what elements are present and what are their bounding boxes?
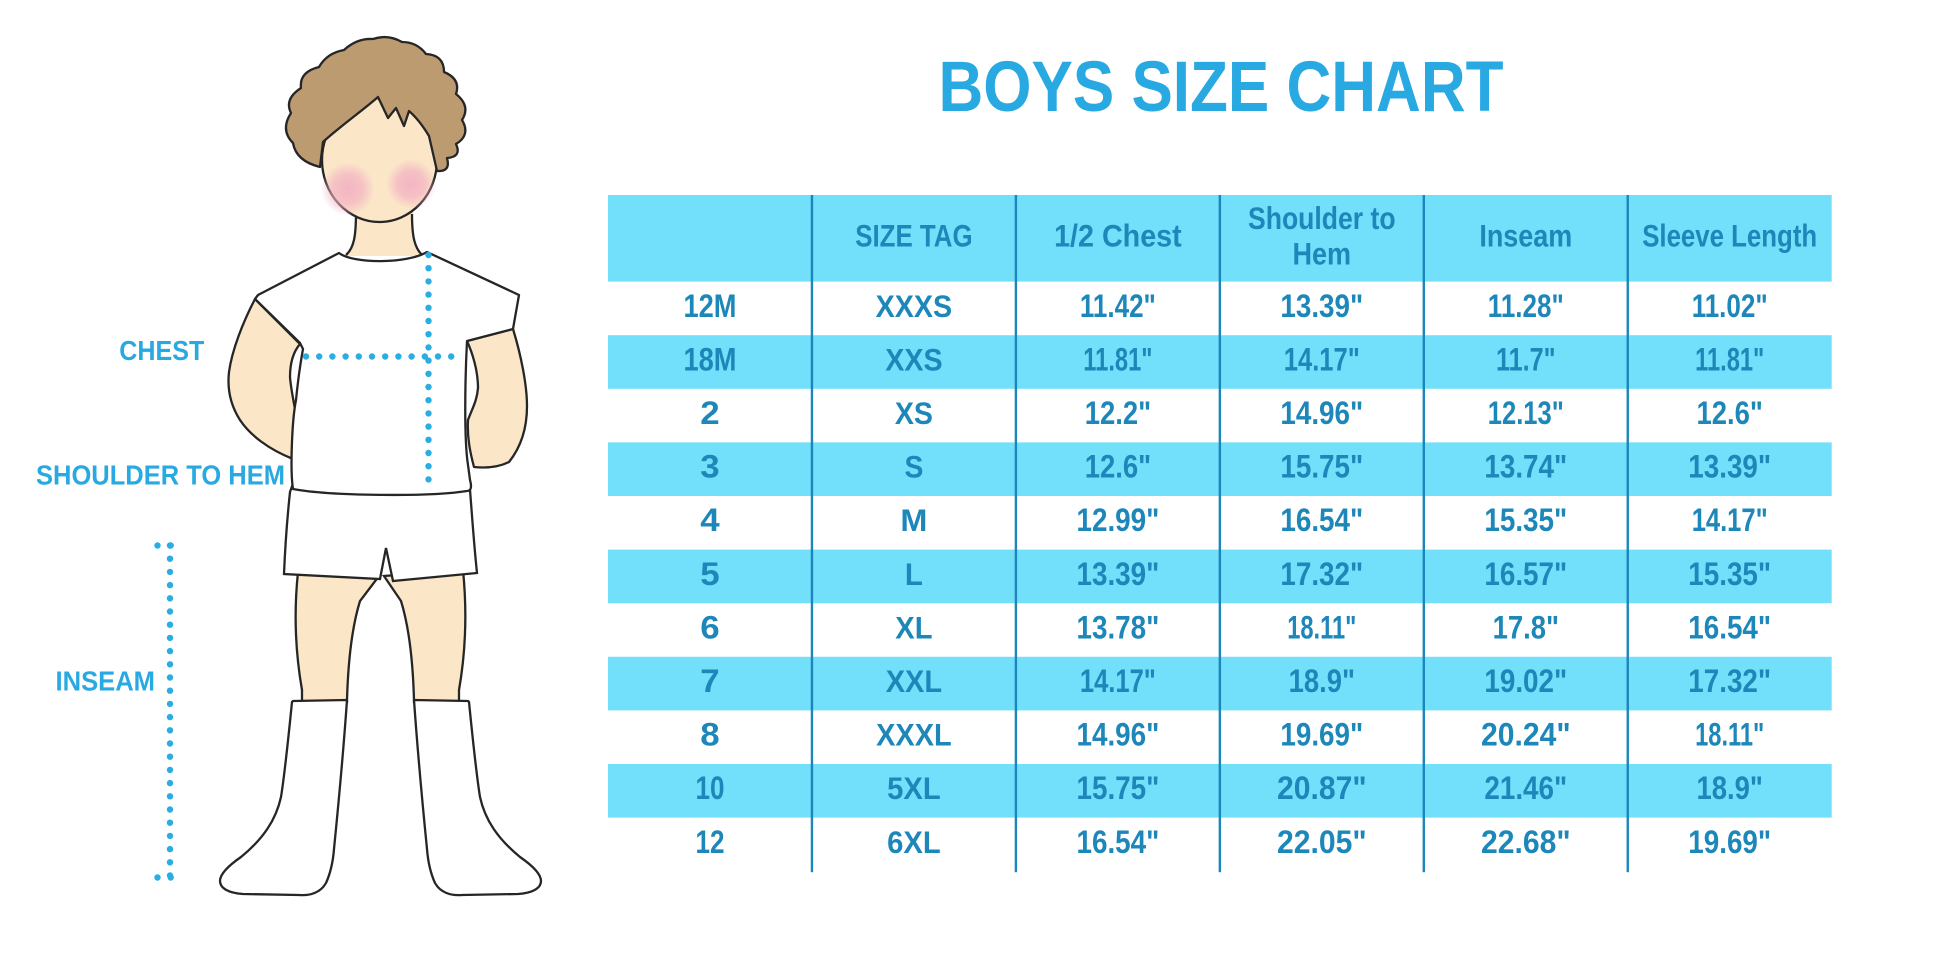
svg-text:XXS: XXS xyxy=(885,342,942,377)
svg-text:XXXL: XXXL xyxy=(876,718,952,753)
svg-text:12.13": 12.13" xyxy=(1488,395,1564,431)
svg-text:22.68": 22.68" xyxy=(1481,824,1571,860)
svg-text:15.75": 15.75" xyxy=(1077,770,1160,806)
svg-text:13.39": 13.39" xyxy=(1688,449,1771,485)
svg-text:Sleeve Length: Sleeve Length xyxy=(1642,218,1817,254)
svg-text:XL: XL xyxy=(895,610,932,645)
svg-text:Hem: Hem xyxy=(1293,236,1352,272)
svg-text:18M: 18M xyxy=(684,341,737,377)
svg-text:12: 12 xyxy=(696,824,725,860)
svg-text:13.39": 13.39" xyxy=(1077,556,1160,592)
svg-text:11.42": 11.42" xyxy=(1080,288,1156,324)
svg-text:Shoulder to: Shoulder to xyxy=(1248,200,1396,236)
svg-text:L: L xyxy=(905,557,923,592)
svg-text:18.9": 18.9" xyxy=(1697,770,1763,806)
svg-text:11.28": 11.28" xyxy=(1488,288,1564,324)
svg-text:4: 4 xyxy=(700,502,720,538)
svg-text:2: 2 xyxy=(700,395,719,431)
svg-text:SHOULDER TO HEM: SHOULDER TO HEM xyxy=(36,459,285,490)
svg-text:3: 3 xyxy=(700,449,719,485)
svg-text:15.75": 15.75" xyxy=(1280,449,1363,485)
svg-text:6: 6 xyxy=(700,609,719,645)
svg-text:16.54": 16.54" xyxy=(1077,824,1160,860)
svg-text:18.9": 18.9" xyxy=(1289,663,1355,699)
svg-text:19.02": 19.02" xyxy=(1484,663,1567,699)
svg-text:XXL: XXL xyxy=(886,664,942,699)
svg-text:18.11": 18.11" xyxy=(1287,609,1356,645)
svg-text:14.96": 14.96" xyxy=(1280,395,1363,431)
svg-text:15.35": 15.35" xyxy=(1484,502,1567,538)
svg-text:15.35": 15.35" xyxy=(1688,556,1771,592)
svg-text:18.11": 18.11" xyxy=(1695,717,1764,753)
svg-text:22.05": 22.05" xyxy=(1277,824,1367,860)
svg-text:6XL: 6XL xyxy=(887,825,941,860)
svg-text:17.32": 17.32" xyxy=(1688,663,1771,699)
svg-text:CHEST: CHEST xyxy=(119,335,204,366)
svg-text:11.81": 11.81" xyxy=(1695,341,1764,377)
svg-text:12.2": 12.2" xyxy=(1085,395,1151,431)
svg-text:11.02": 11.02" xyxy=(1692,288,1768,324)
svg-text:17.32": 17.32" xyxy=(1280,556,1363,592)
svg-text:12.6": 12.6" xyxy=(1085,449,1151,485)
svg-text:7: 7 xyxy=(700,663,719,699)
svg-text:INSEAM: INSEAM xyxy=(56,666,156,697)
svg-text:10: 10 xyxy=(696,770,725,806)
svg-text:13.78": 13.78" xyxy=(1077,609,1160,645)
svg-text:11.81": 11.81" xyxy=(1083,341,1152,377)
svg-text:19.69": 19.69" xyxy=(1688,824,1771,860)
svg-text:16.57": 16.57" xyxy=(1484,556,1567,592)
svg-text:14.17": 14.17" xyxy=(1284,341,1360,377)
svg-text:12M: 12M xyxy=(684,288,737,324)
svg-text:XXXS: XXXS xyxy=(876,289,953,324)
svg-text:M: M xyxy=(900,503,927,538)
svg-text:14.17": 14.17" xyxy=(1692,502,1768,538)
svg-text:16.54": 16.54" xyxy=(1280,502,1363,538)
svg-text:12.6": 12.6" xyxy=(1697,395,1763,431)
svg-text:S: S xyxy=(904,450,923,485)
svg-text:21.46": 21.46" xyxy=(1484,770,1567,806)
svg-text:14.17": 14.17" xyxy=(1080,663,1156,699)
svg-text:12.99": 12.99" xyxy=(1077,502,1160,538)
svg-text:13.39": 13.39" xyxy=(1280,288,1363,324)
svg-text:20.87": 20.87" xyxy=(1277,770,1367,806)
svg-text:16.54": 16.54" xyxy=(1688,609,1771,645)
svg-text:17.8": 17.8" xyxy=(1493,609,1559,645)
svg-text:11.7": 11.7" xyxy=(1496,341,1556,377)
svg-text:19.69": 19.69" xyxy=(1280,717,1363,753)
svg-text:XS: XS xyxy=(895,396,933,431)
svg-text:5XL: 5XL xyxy=(887,771,941,806)
svg-text:8: 8 xyxy=(700,717,719,753)
svg-text:5: 5 xyxy=(700,556,719,592)
svg-text:14.96": 14.96" xyxy=(1077,717,1160,753)
svg-text:Inseam: Inseam xyxy=(1479,218,1572,254)
svg-text:20.24": 20.24" xyxy=(1481,717,1571,753)
svg-text:BOYS SIZE CHART: BOYS SIZE CHART xyxy=(939,48,1504,127)
svg-text:13.74": 13.74" xyxy=(1484,449,1567,485)
svg-text:1/2 Chest: 1/2 Chest xyxy=(1054,218,1182,254)
svg-text:SIZE TAG: SIZE TAG xyxy=(855,218,972,254)
